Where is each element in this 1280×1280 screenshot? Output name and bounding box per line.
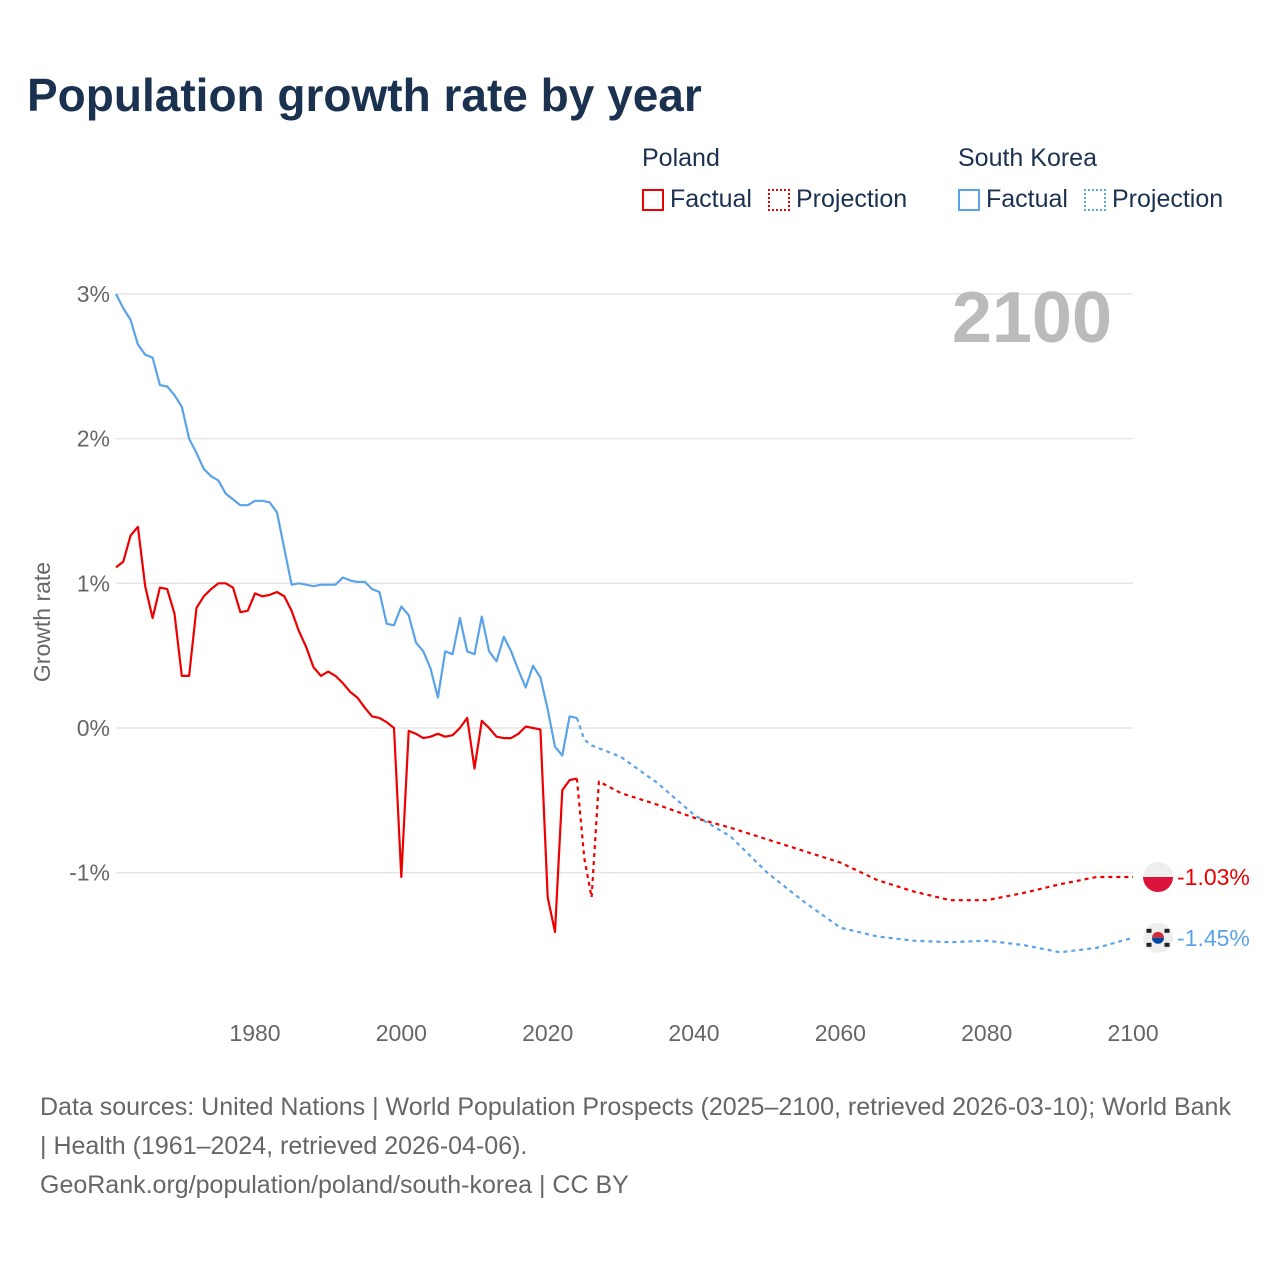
south-korea-flag-icon bbox=[1143, 922, 1173, 953]
poland-projection-line bbox=[575, 778, 1133, 902]
data-sources: Data sources: United Nations | World Pop… bbox=[40, 1093, 1231, 1160]
year-indicator: 2100 bbox=[952, 278, 1112, 358]
legend-poland-factual[interactable]: Factual bbox=[642, 185, 752, 214]
dotted-swatch-icon bbox=[767, 188, 790, 211]
legend-korea-projection[interactable]: Projection bbox=[1083, 185, 1224, 214]
south-korea-projection-line bbox=[575, 717, 1134, 954]
footer: Data sources: United Nations | World Pop… bbox=[40, 1088, 1240, 1205]
y-tick-label: 0% bbox=[77, 715, 110, 741]
legend-poland: Poland Factual Projection bbox=[642, 144, 907, 214]
legend-poland-projection[interactable]: Projection bbox=[767, 185, 908, 214]
y-axis-label: Growth rate bbox=[29, 562, 55, 682]
poland-flag-icon bbox=[1143, 862, 1173, 893]
x-tick-label: 2080 bbox=[961, 1020, 1012, 1046]
x-tick-label: 1980 bbox=[229, 1020, 280, 1046]
y-tick-label: -1% bbox=[69, 860, 110, 886]
legend-label: Factual bbox=[986, 185, 1068, 213]
x-tick-label: 2040 bbox=[668, 1020, 719, 1046]
source-link[interactable]: GeoRank.org/population/poland/south-kore… bbox=[40, 1171, 629, 1199]
chart-title: Population growth rate by year bbox=[27, 69, 702, 121]
y-tick-label: 1% bbox=[77, 570, 110, 596]
legend-label: Factual bbox=[670, 185, 752, 213]
x-tick-label: 2100 bbox=[1107, 1020, 1158, 1046]
south-korea-factual-line bbox=[115, 293, 578, 757]
x-tick-label: 2020 bbox=[522, 1020, 573, 1046]
legend-south-korea: South Korea Factual Projection bbox=[958, 144, 1223, 214]
legend-group-label: South Korea bbox=[958, 144, 1097, 172]
x-tick-label: 2060 bbox=[815, 1020, 866, 1046]
x-tick-label: 2000 bbox=[376, 1020, 427, 1046]
legend-label: Projection bbox=[795, 185, 908, 213]
dotted-swatch-icon bbox=[1083, 188, 1106, 211]
y-tick-label: 3% bbox=[77, 281, 110, 307]
legend-group-label: Poland bbox=[642, 144, 720, 172]
legend-korea-factual[interactable]: Factual bbox=[958, 185, 1068, 214]
end-value-label: -1.03% bbox=[1177, 864, 1250, 890]
solid-swatch-icon bbox=[958, 188, 980, 211]
solid-swatch-icon bbox=[642, 188, 664, 211]
end-value-label: -1.45% bbox=[1177, 925, 1250, 951]
y-tick-label: 2% bbox=[77, 426, 110, 452]
poland-factual-line bbox=[115, 525, 578, 934]
legend-label: Projection bbox=[1111, 185, 1224, 213]
